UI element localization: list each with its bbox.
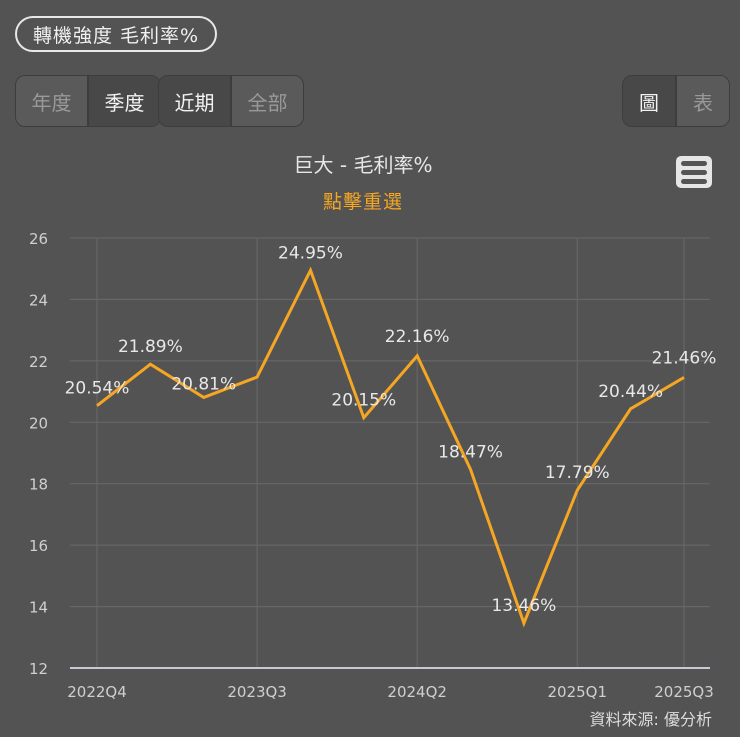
x-tick-label: 2023Q3: [227, 683, 287, 701]
data-label: 20.54%: [65, 379, 130, 399]
y-tick-label: 12: [29, 660, 48, 678]
tab-table-view[interactable]: 表: [677, 76, 729, 126]
y-tick-label: 24: [29, 291, 48, 309]
data-label: 13.46%: [491, 596, 556, 616]
tab-all[interactable]: 全部: [232, 76, 303, 126]
x-tick-label: 2025Q1: [548, 683, 608, 701]
period-segmented-control: 年度 季度: [15, 75, 161, 127]
tab-quarterly[interactable]: 季度: [89, 76, 160, 126]
y-tick-label: 22: [29, 353, 48, 371]
hamburger-menu-icon[interactable]: [676, 156, 712, 188]
series-line[interactable]: [96, 266, 685, 628]
y-tick-label: 26: [29, 230, 48, 248]
x-tick-label: 2025Q3: [654, 683, 714, 701]
data-label: 21.46%: [652, 348, 717, 368]
data-label: 20.15%: [331, 391, 396, 411]
tab-recent[interactable]: 近期: [159, 76, 232, 126]
y-tick-label: 20: [29, 414, 48, 432]
data-label: 24.95%: [278, 243, 343, 263]
data-label: 22.16%: [385, 327, 450, 347]
x-tick-label: 2024Q2: [387, 683, 447, 701]
data-source-label: 資料來源: 優分析: [589, 710, 712, 729]
chart-title: 巨大 - 毛利率%: [293, 153, 433, 177]
data-label: 17.79%: [545, 463, 610, 483]
x-tick-label: 2022Q4: [67, 683, 127, 701]
reselect-link[interactable]: 點擊重選: [322, 191, 403, 213]
metric-toggle-button[interactable]: 轉機強度 毛利率%: [15, 16, 218, 52]
data-label: 21.89%: [118, 337, 183, 357]
view-segmented-control: 圖 表: [622, 75, 730, 127]
y-tick-label: 14: [29, 599, 48, 617]
range-segmented-control: 近期 全部: [158, 75, 304, 127]
tab-annual[interactable]: 年度: [16, 76, 89, 126]
data-label: 20.44%: [598, 382, 663, 402]
y-tick-label: 18: [29, 476, 48, 494]
data-label: 18.47%: [438, 442, 503, 462]
data-label: 20.81%: [171, 374, 236, 394]
y-tick-label: 16: [29, 537, 48, 555]
tab-chart-view[interactable]: 圖: [623, 76, 677, 126]
